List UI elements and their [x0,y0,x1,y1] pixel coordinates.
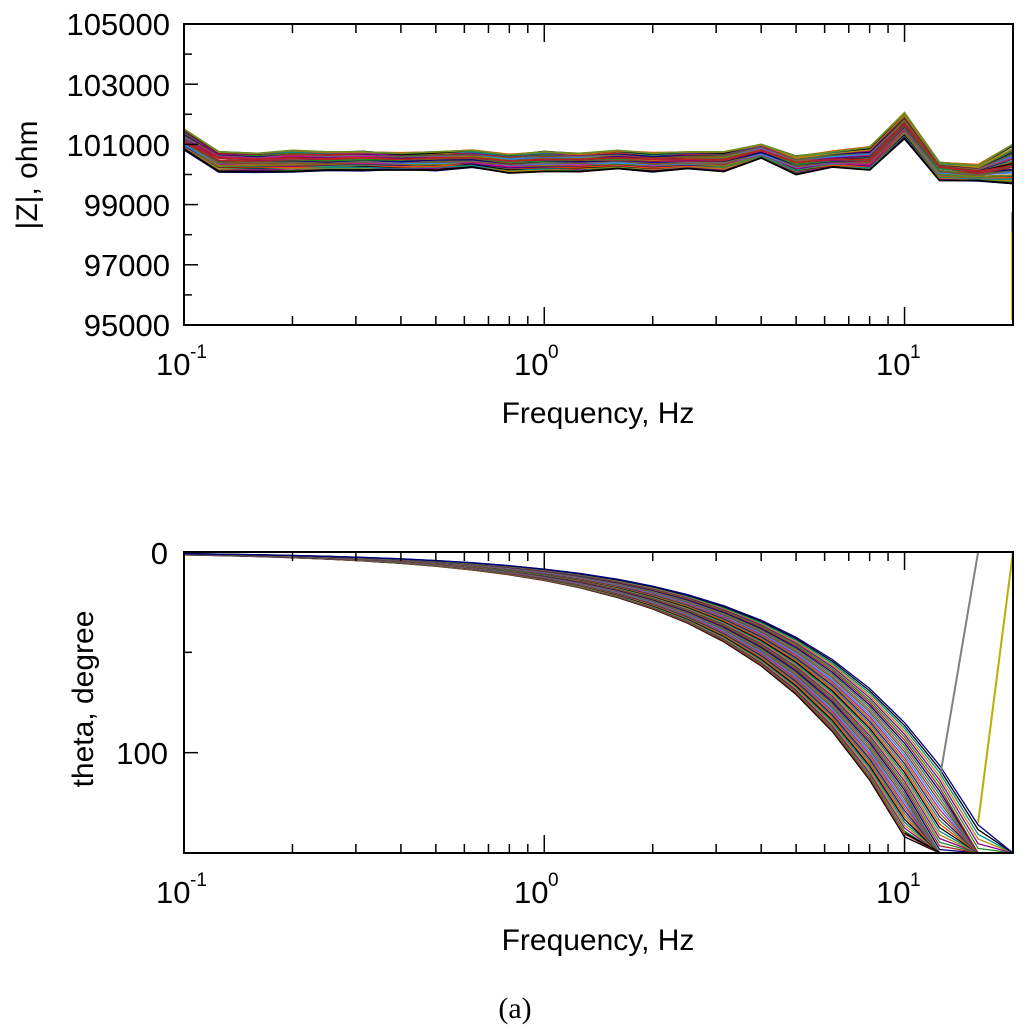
x-tick-label-1: 10 0 [514,342,559,382]
svg-text:0: 0 [548,870,559,891]
svg-text:10: 10 [514,875,548,910]
impedance-envelope-line [183,121,1014,173]
phase-reset-line [977,551,1014,824]
x-tick-label-0.1: 10 -1 [156,870,207,910]
y-tick-label-0: 0 [151,536,168,571]
y-tick-label-103000: 103000 [67,68,170,103]
phase-series-line [183,553,941,854]
phase-series-line [183,553,979,854]
svg-text:0: 0 [548,342,559,363]
svg-text:-1: -1 [190,870,207,891]
phase-series-line [183,553,979,854]
phase-series-line [183,553,1014,854]
impedance-envelope-line [183,137,1014,185]
y-tick-label-105000: 105000 [67,7,170,42]
impedance-minor-ticks [183,23,1014,326]
figure-caption: (a) [498,992,531,1025]
phase-series-line [183,553,979,854]
svg-text:-1: -1 [190,342,207,363]
x-tick-label-1: 10 0 [514,870,559,910]
y-tick-label-95000: 95000 [84,308,170,343]
y-tick-label-100: 100 [116,736,168,771]
phase-minor-ticks [183,551,1014,854]
phase-series-line [183,553,979,854]
phase-series-line [183,553,979,854]
svg-text:10: 10 [514,347,548,382]
svg-text:10: 10 [876,875,910,910]
phase-series-line [183,553,979,854]
phase-series-line [183,553,979,854]
phase-reset-line [939,551,1013,773]
y-tick-label-101000: 101000 [67,128,170,163]
y-tick-label-97000: 97000 [84,248,170,283]
impedance-chart: 105000 103000 101000 99000 97000 95000 1… [11,7,1014,430]
svg-text:10: 10 [876,347,910,382]
phase-series-line [183,553,979,854]
impedance-plot-frame [183,23,1014,326]
svg-text:1: 1 [910,870,921,891]
svg-text:1: 1 [910,342,921,363]
svg-text:10: 10 [156,347,190,382]
impedance-y-axis-title: |Z|, ohm [11,121,44,230]
phase-x-axis-title: Frequency, Hz [502,924,695,957]
phase-series-line [183,553,979,854]
phase-series-group [183,551,1014,854]
impedance-series-group [183,111,1014,320]
phase-plot-frame [183,551,1014,854]
x-tick-label-0.1: 10 -1 [156,342,207,382]
impedance-envelope-line [183,111,1014,167]
svg-text:10: 10 [156,875,190,910]
phase-y-axis-title: theta, degree [67,611,100,788]
phase-series-line [183,553,979,854]
x-tick-label-10: 10 1 [876,342,921,382]
y-tick-label-99000: 99000 [84,188,170,223]
impedance-x-axis-title: Frequency, Hz [502,397,695,430]
x-tick-label-10: 10 1 [876,870,921,910]
phase-chart: 0 100 10 -1 10 0 10 1 Frequency, Hz thet… [67,536,1014,957]
